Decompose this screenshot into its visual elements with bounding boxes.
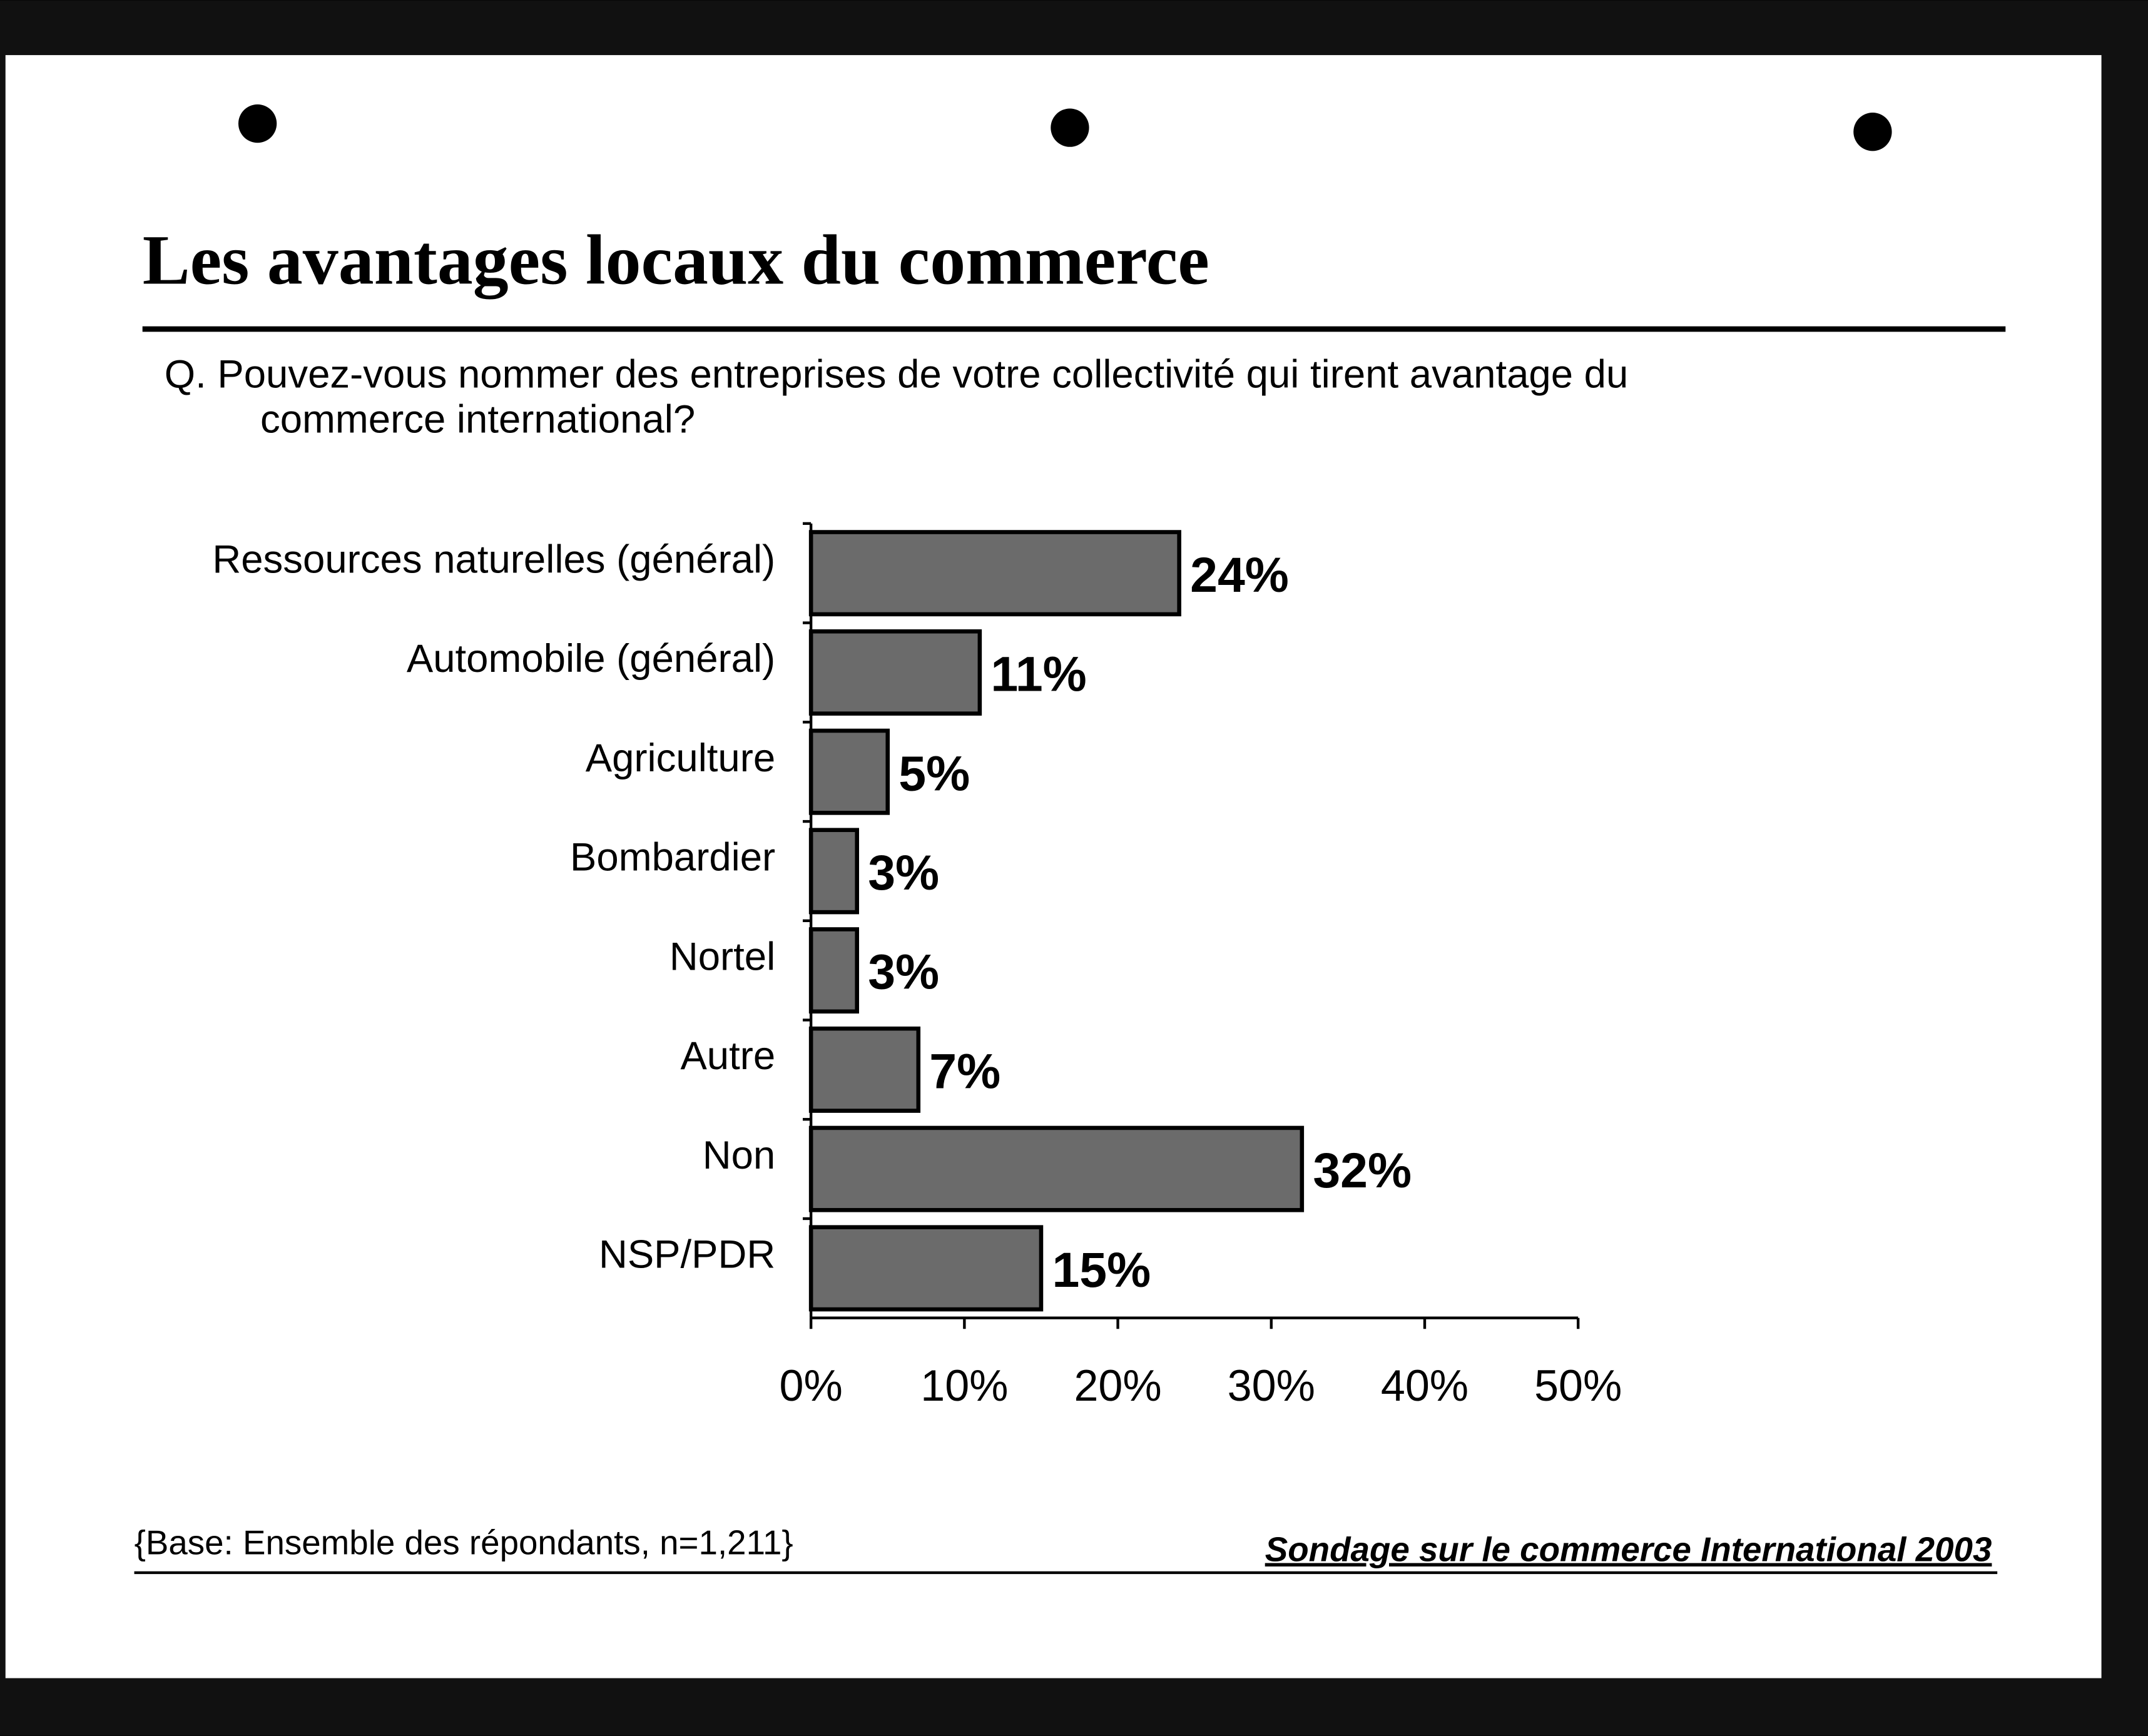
bar [808, 728, 890, 815]
bar [808, 828, 859, 915]
value-label: 7% [929, 1043, 1000, 1099]
question-line: Q. Pouvez-vous nommer des entreprises de… [165, 352, 1629, 396]
value-label: 32% [1313, 1143, 1412, 1198]
y-tick-label: Agriculture [586, 736, 775, 780]
source: Sondage sur le commerce International 20… [1265, 1530, 1992, 1569]
paper [5, 55, 2102, 1678]
y-tick-label: Nortel [669, 935, 775, 978]
x-tick-label: 20% [1074, 1361, 1161, 1410]
value-label: 15% [1052, 1242, 1151, 1297]
value-label: 11% [990, 647, 1086, 702]
bar [808, 530, 1181, 617]
value-label: 3% [868, 945, 939, 1000]
x-tick-label: 0% [780, 1361, 843, 1410]
x-tick-label: 30% [1228, 1361, 1315, 1410]
bar [808, 629, 982, 716]
question-line: commerce international? [260, 398, 695, 442]
chart-title: Les avantages locaux du commerce [143, 221, 1209, 300]
y-tick-label: NSP/PDR [599, 1233, 775, 1277]
y-tick-label: Non [703, 1134, 775, 1177]
punch-hole [1853, 113, 1892, 151]
y-tick-label: Autre [680, 1034, 775, 1078]
punch-hole [238, 104, 277, 143]
value-label: 5% [898, 746, 970, 801]
bar [808, 1125, 1305, 1212]
value-label: 24% [1190, 547, 1289, 602]
bar [808, 927, 859, 1014]
base-note: {Base: Ensemble des répondants, n=1,211} [135, 1523, 793, 1562]
x-tick-label: 10% [920, 1361, 1008, 1410]
bar [808, 1225, 1044, 1312]
y-tick-label: Bombardier [570, 836, 775, 880]
x-tick-label: 40% [1381, 1361, 1468, 1410]
x-tick-label: 50% [1534, 1361, 1622, 1410]
y-tick-label: Ressources naturelles (général) [212, 537, 775, 581]
punch-hole [1051, 108, 1089, 147]
bar [808, 1026, 921, 1113]
value-label: 3% [868, 845, 939, 900]
y-tick-label: Automobile (général) [407, 637, 775, 681]
